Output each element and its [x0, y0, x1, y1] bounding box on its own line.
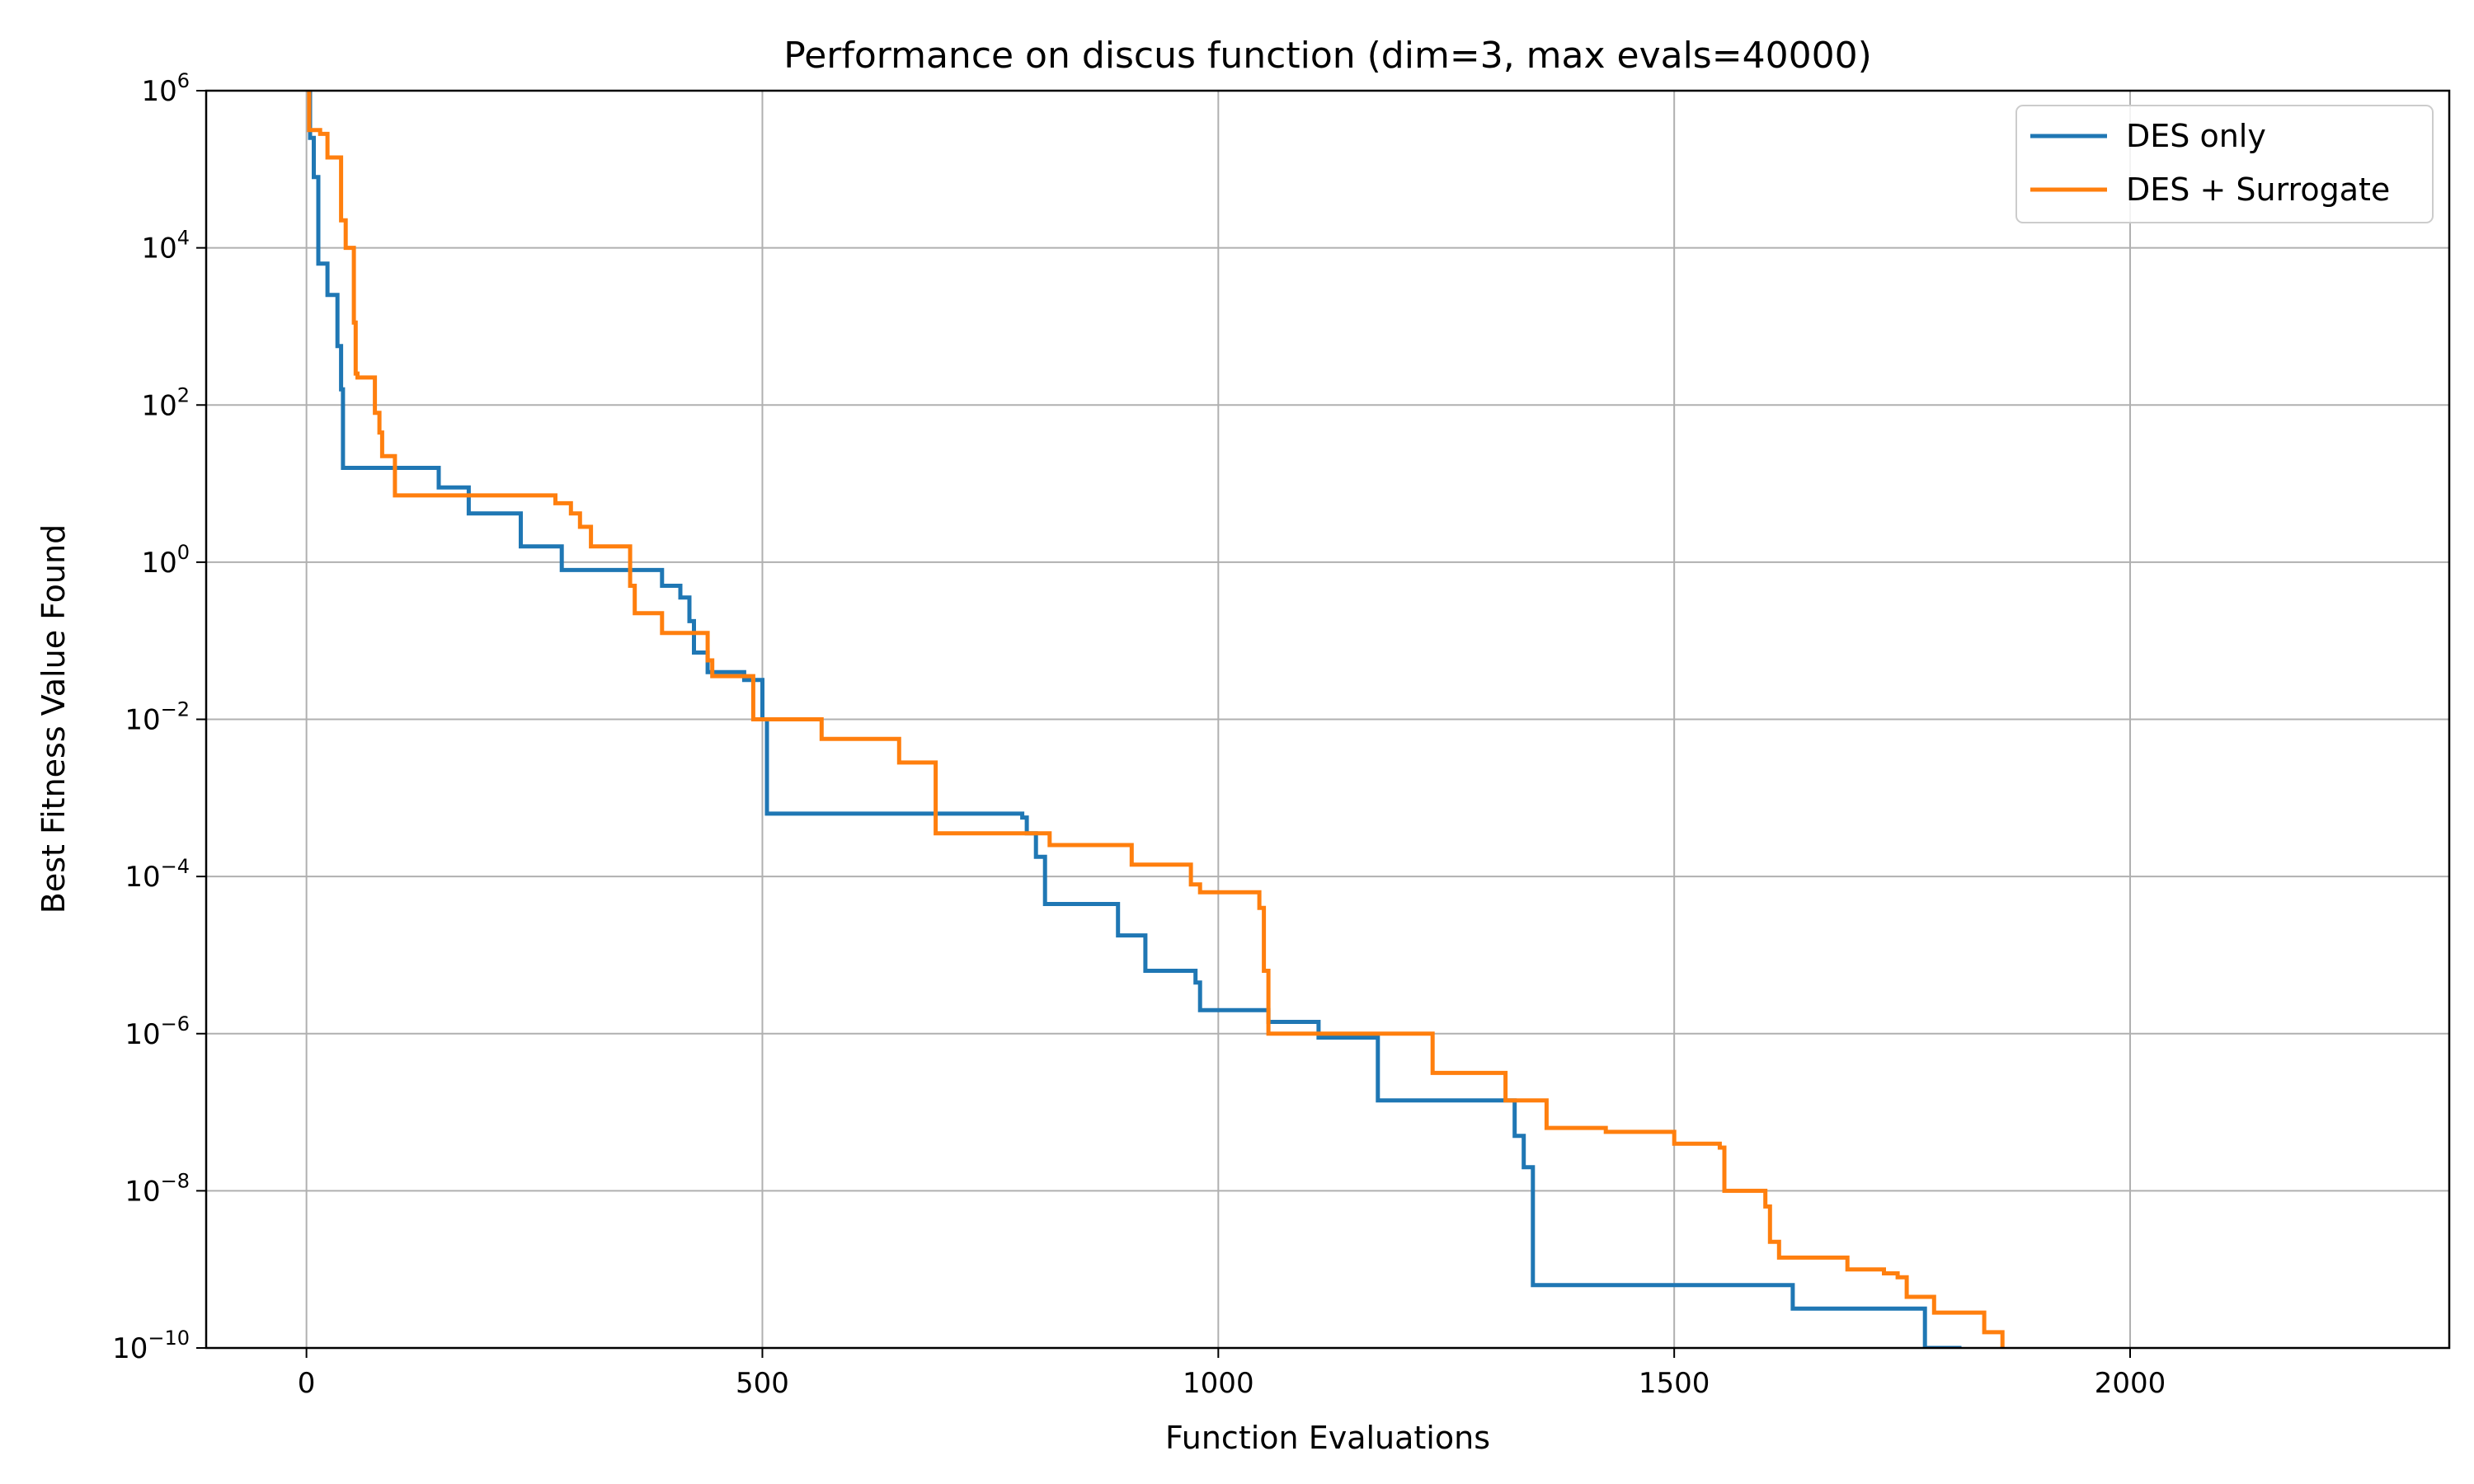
legend: DES only DES + Surrogate — [2015, 105, 2434, 223]
y-tick-label--4: 10−4 — [125, 855, 190, 894]
y-tick-label--6: 10−6 — [125, 1012, 190, 1051]
x-axis-title: Function Evaluations — [1165, 1420, 1490, 1456]
x-tick-label-1500: 1500 — [1639, 1367, 1710, 1400]
series-line-des-only — [308, 91, 1962, 1348]
series-line-des-surrogate — [307, 91, 2005, 1348]
y-tick-label--10: 10−10 — [112, 1327, 190, 1365]
x-tick-label-0: 0 — [298, 1367, 316, 1400]
y-tick-label-6: 106 — [141, 69, 190, 108]
y-tick-label-2: 102 — [141, 383, 190, 422]
legend-box — [2015, 105, 2434, 223]
series-lines — [307, 91, 2005, 1348]
y-tick-label--8: 10−8 — [125, 1169, 190, 1208]
legend-label-des-surrogate: DES + Surrogate — [2126, 171, 2390, 208]
x-tick-label-500: 500 — [736, 1367, 789, 1400]
y-axis: 106 104 102 100 10−2 10−4 10−6 10−8 10−10 — [112, 69, 206, 1365]
legend-label-des-only: DES only — [2126, 118, 2266, 154]
y-tick-label--2: 10−2 — [125, 698, 190, 737]
y-axis-title: Best Fitness Value Found — [35, 524, 72, 913]
x-tick-label-1000: 1000 — [1183, 1367, 1254, 1400]
x-tick-label-2000: 2000 — [2095, 1367, 2166, 1400]
y-tick-label-0: 100 — [141, 541, 190, 580]
x-axis: 0 500 1000 1500 2000 — [298, 1348, 2166, 1400]
y-tick-label-4: 104 — [141, 227, 190, 265]
chart-title: Performance on discus function (dim=3, m… — [783, 35, 1871, 77]
